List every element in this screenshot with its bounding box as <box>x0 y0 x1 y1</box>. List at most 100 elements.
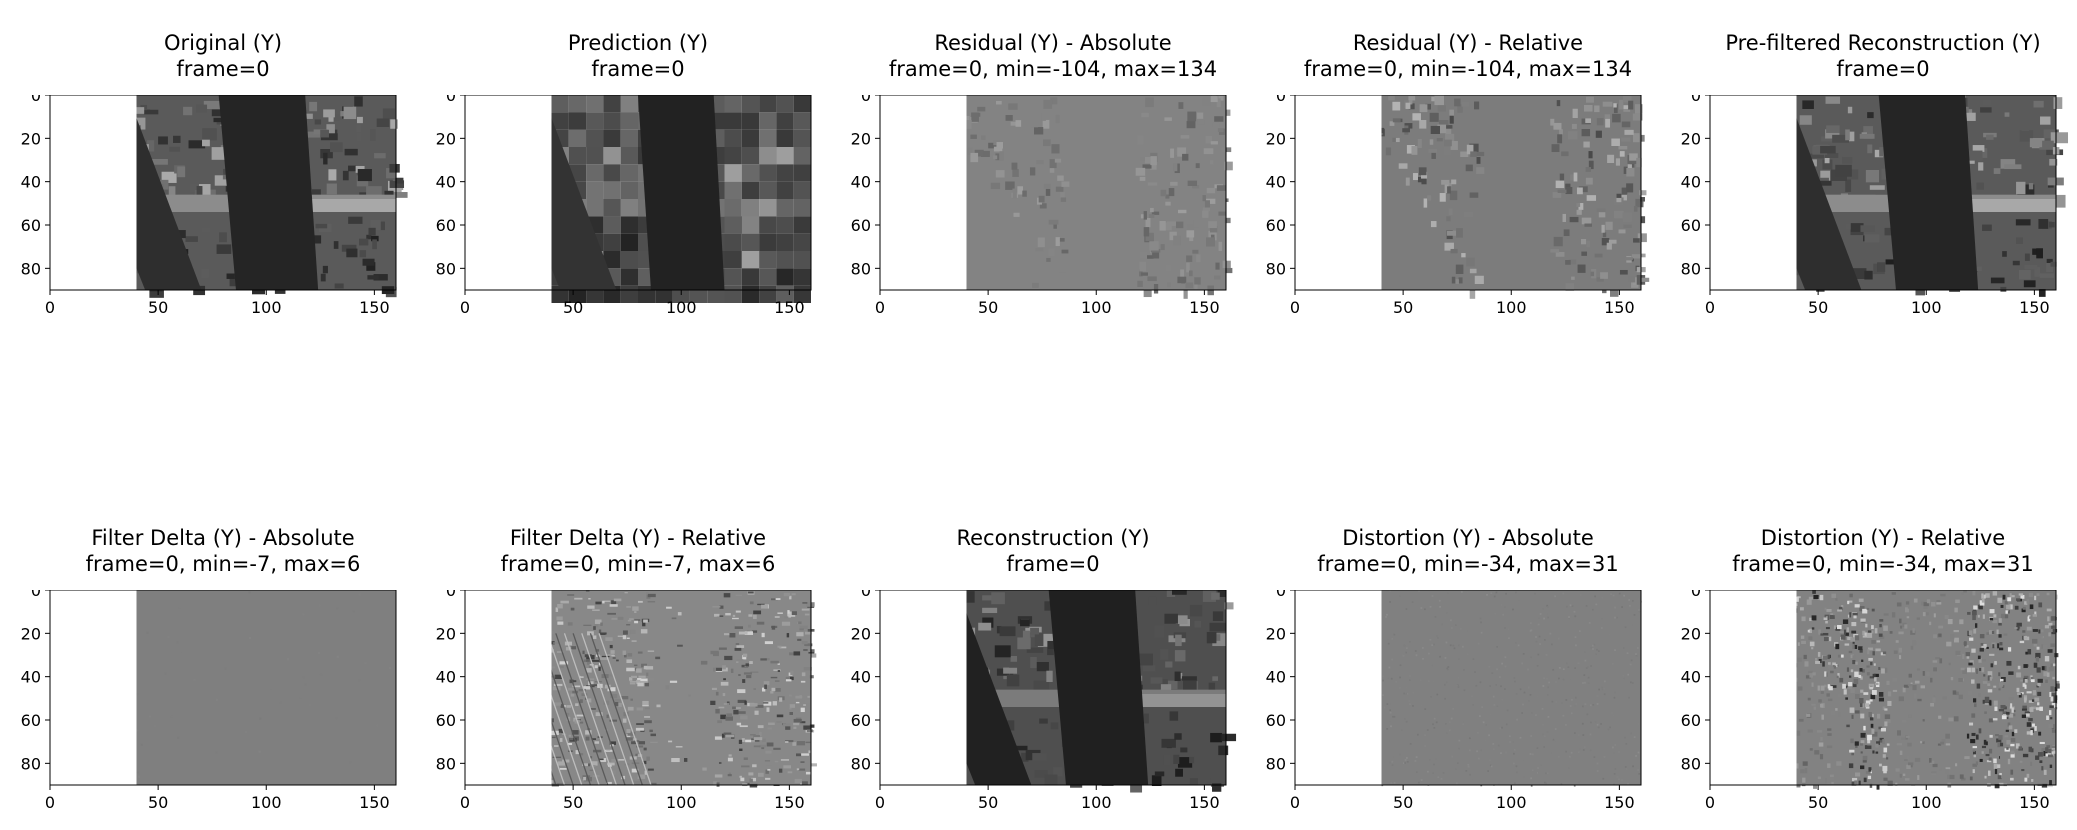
x-tick-label: 0 <box>1290 793 1300 812</box>
panel-title: Original (Y) frame=0 <box>23 30 423 82</box>
y-tick-label: 80 <box>1266 259 1286 278</box>
axes-frame <box>464 590 812 786</box>
chart-title: Distortion (Y) - Relative <box>1760 526 2006 550</box>
x-tick-label: 100 <box>666 793 697 812</box>
axes-frame <box>49 95 397 291</box>
y-tick-label: 0 <box>861 95 871 105</box>
chart-title: Prediction (Y) <box>567 31 709 55</box>
panel-title: Reconstruction (Y) frame=0 <box>853 525 1253 577</box>
x-tick-label: 0 <box>1290 298 1300 317</box>
panel-filter-delta-relative: Filter Delta (Y) - Relative frame=0, min=… <box>436 525 865 825</box>
y-tick-label: 20 <box>1266 129 1286 148</box>
panel-title: Prediction (Y) frame=0 <box>438 30 838 82</box>
y-tick-label: 80 <box>851 259 871 278</box>
panel-distortion-relative: Distortion (Y) - Relative frame=0, min=-3… <box>1681 525 2077 825</box>
y-tick-label: 0 <box>31 95 41 105</box>
chart-subtitle: frame=0, min=-104, max=134 <box>1303 57 1633 81</box>
chart-title: Pre-filtered Reconstruction (Y) <box>1725 31 2041 55</box>
x-tick-label: 50 <box>1393 793 1413 812</box>
heatmap-image <box>1381 590 1642 787</box>
y-tick-label: 20 <box>21 129 41 148</box>
y-tick-label: 60 <box>1266 711 1286 730</box>
x-tick-label: 150 <box>1604 298 1635 317</box>
y-tick-label: 20 <box>21 624 41 643</box>
x-tick-label: 50 <box>148 793 168 812</box>
y-tick-label: 60 <box>21 711 41 730</box>
y-tick-label: 40 <box>436 668 456 687</box>
heatmap-image <box>1381 95 1650 299</box>
y-tick-label: 40 <box>851 173 871 192</box>
chart-title: Distortion (Y) - Absolute <box>1342 526 1594 550</box>
chart-subtitle: frame=0, min=-104, max=134 <box>888 57 1218 81</box>
x-tick-label: 50 <box>563 793 583 812</box>
y-tick-label: 0 <box>1691 95 1701 105</box>
axes-frame <box>1294 590 1642 786</box>
chart-title: Residual (Y) - Relative <box>1352 31 1584 55</box>
x-tick-label: 100 <box>251 793 282 812</box>
image-plot: 0 50 100 150 0 20 40 60 80 <box>1681 590 2060 812</box>
x-tick-label: 50 <box>1393 298 1413 317</box>
y-tick-label: 20 <box>1266 624 1286 643</box>
heatmap-image <box>136 590 396 785</box>
x-tick-label: 150 <box>1189 793 1220 812</box>
y-tick-label: 80 <box>1681 754 1701 773</box>
heatmap-image <box>551 95 811 303</box>
x-tick-label: 50 <box>978 298 998 317</box>
chart-subtitle: frame=0 <box>176 57 270 81</box>
panel-distortion-absolute: Distortion (Y) - Absolute frame=0, min=-3… <box>1266 525 1695 825</box>
chart-title: Filter Delta (Y) - Absolute <box>91 526 355 550</box>
x-tick-label: 100 <box>251 298 282 317</box>
x-tick-label: 50 <box>1808 298 1828 317</box>
x-tick-label: 0 <box>1705 793 1715 812</box>
y-tick-label: 80 <box>21 259 41 278</box>
x-tick-label: 150 <box>774 298 805 317</box>
y-tick-label: 80 <box>851 754 871 773</box>
chart-subtitle: frame=0, min=-7, max=6 <box>85 552 361 576</box>
x-tick-label: 50 <box>563 298 583 317</box>
x-tick-label: 100 <box>1496 298 1527 317</box>
panel-prediction: Prediction (Y) frame=0 0 50 100 150 0 20 40 60 80 <box>436 30 865 330</box>
y-tick-label: 20 <box>851 624 871 643</box>
y-tick-label: 20 <box>436 129 456 148</box>
x-tick-label: 100 <box>1496 793 1527 812</box>
panel-prefiltered-reconstruction: Pre-filtered Reconstruction (Y) frame=0 0 5… <box>1681 30 2077 330</box>
x-tick-label: 0 <box>460 298 470 317</box>
x-tick-label: 150 <box>359 793 390 812</box>
chart-title: Original (Y) <box>163 31 283 55</box>
chart-subtitle: frame=0 <box>1836 57 1930 81</box>
y-tick-label: 40 <box>436 173 456 192</box>
y-tick-label: 80 <box>1266 754 1286 773</box>
y-tick-label: 60 <box>436 216 456 235</box>
y-tick-label: 0 <box>446 95 456 105</box>
image-plot: 0 50 100 150 0 20 40 60 80 <box>436 95 812 317</box>
panel-title: Distortion (Y) - Absolute frame=0, min=-3… <box>1268 525 1668 577</box>
x-tick-label: 0 <box>460 793 470 812</box>
y-tick-label: 40 <box>851 668 871 687</box>
x-tick-label: 100 <box>1081 298 1112 317</box>
y-tick-label: 40 <box>1266 668 1286 687</box>
heatmap-image <box>1796 95 2069 297</box>
heatmap-image <box>1796 590 2060 790</box>
chart-title: Filter Delta (Y) - Relative <box>509 526 767 550</box>
axes-frame <box>879 95 1227 291</box>
x-tick-label: 0 <box>1705 298 1715 317</box>
y-tick-label: 60 <box>21 216 41 235</box>
y-tick-label: 40 <box>1681 668 1701 687</box>
image-plot: 0 50 100 150 0 20 40 60 80 <box>1266 95 1650 317</box>
chart-title: Residual (Y) - Absolute <box>934 31 1172 55</box>
image-plot: 0 50 100 150 0 20 40 60 80 <box>851 95 1233 317</box>
panel-title: Filter Delta (Y) - Relative frame=0, min=… <box>438 525 838 577</box>
chart-subtitle: frame=0, min=-34, max=31 <box>1317 552 1619 576</box>
x-tick-label: 0 <box>45 793 55 812</box>
y-tick-label: 0 <box>1276 590 1286 600</box>
heatmap-image <box>136 95 408 298</box>
axes-frame <box>1709 590 2057 786</box>
x-tick-label: 150 <box>359 298 390 317</box>
x-tick-label: 150 <box>774 793 805 812</box>
panel-title: Pre-filtered Reconstruction (Y) frame=0 <box>1683 30 2077 82</box>
axes-frame <box>49 590 397 786</box>
chart-subtitle: frame=0 <box>1006 552 1100 576</box>
panel-residual-absolute: Residual (Y) - Absolute frame=0, min=-104… <box>851 30 1280 330</box>
y-tick-label: 60 <box>851 216 871 235</box>
